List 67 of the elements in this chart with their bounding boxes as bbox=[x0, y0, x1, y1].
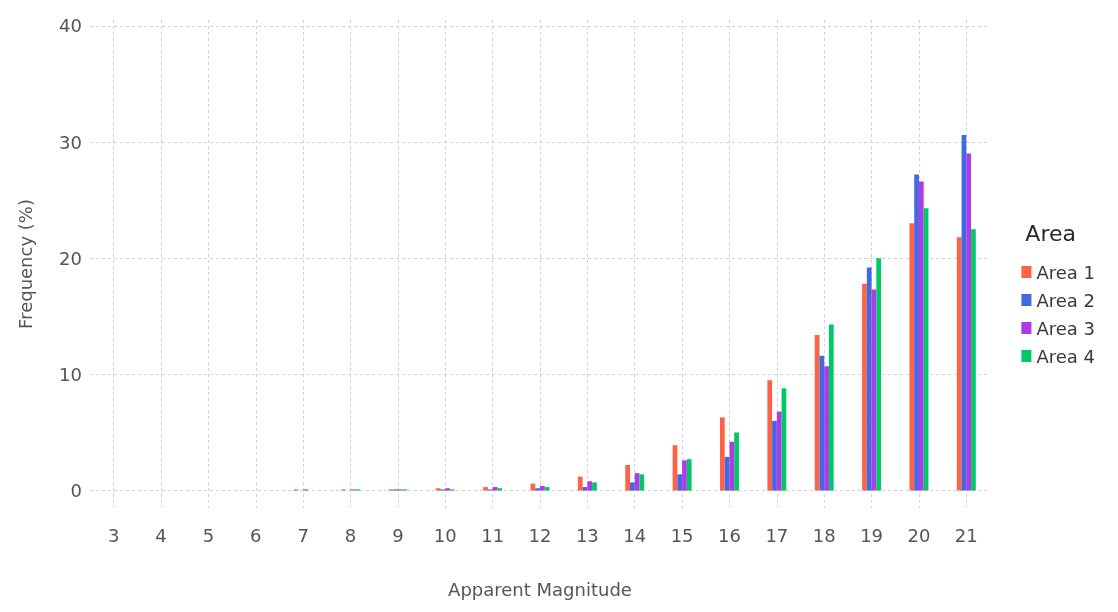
bar bbox=[582, 487, 588, 491]
bar bbox=[767, 380, 773, 491]
bar bbox=[587, 481, 593, 491]
legend-label: Area 1 bbox=[1036, 261, 1096, 283]
bar bbox=[824, 366, 829, 491]
x-tick-label: 3 bbox=[107, 524, 120, 546]
x-tick-label: 12 bbox=[528, 524, 552, 546]
bar bbox=[492, 487, 498, 491]
x-tick-label: 13 bbox=[575, 524, 599, 546]
bar bbox=[435, 488, 441, 491]
x-tick-label: 15 bbox=[670, 524, 694, 546]
bar bbox=[592, 482, 597, 491]
x-tick-label: 20 bbox=[907, 524, 931, 546]
x-tick-label: 8 bbox=[344, 524, 357, 546]
legend-label: Area 4 bbox=[1036, 345, 1096, 367]
bar bbox=[914, 174, 919, 491]
x-tick-label: 16 bbox=[718, 524, 741, 546]
bar bbox=[630, 482, 635, 491]
x-tick-label: 6 bbox=[250, 524, 262, 546]
x-tick-label: 17 bbox=[765, 524, 789, 546]
bar bbox=[866, 267, 872, 491]
bar bbox=[483, 487, 488, 491]
bar bbox=[729, 441, 735, 491]
bar bbox=[445, 488, 450, 491]
bar bbox=[686, 459, 692, 491]
x-tick-label: 14 bbox=[623, 524, 647, 546]
bar bbox=[734, 432, 739, 491]
x-axis-title: Apparent Magnitude bbox=[448, 578, 632, 600]
bar bbox=[540, 485, 545, 491]
bar bbox=[625, 465, 630, 491]
bar bbox=[544, 487, 550, 491]
y-tick-label: 10 bbox=[59, 363, 82, 385]
bar bbox=[497, 488, 503, 491]
legend-title: Area bbox=[1025, 220, 1077, 246]
bar bbox=[639, 474, 645, 491]
x-tick-label: 19 bbox=[860, 524, 884, 546]
bar bbox=[828, 324, 834, 491]
x-tick-label: 18 bbox=[812, 524, 836, 546]
legend-label: Area 2 bbox=[1036, 289, 1096, 311]
y-axis-title: Frequency (%) bbox=[14, 199, 36, 329]
bar bbox=[966, 153, 972, 491]
bar bbox=[956, 237, 962, 491]
x-tick-label: 10 bbox=[433, 524, 457, 546]
bar bbox=[577, 476, 583, 491]
y-tick-label: 40 bbox=[59, 15, 82, 37]
bar bbox=[819, 355, 825, 491]
bar bbox=[862, 283, 867, 491]
legend-label: Area 3 bbox=[1036, 317, 1096, 339]
bar bbox=[876, 258, 882, 491]
bar bbox=[971, 229, 976, 491]
x-tick-label: 11 bbox=[481, 524, 505, 546]
bar bbox=[720, 417, 725, 491]
x-tick-label: 7 bbox=[297, 524, 309, 546]
bar bbox=[776, 411, 782, 491]
bar bbox=[909, 223, 915, 491]
bar bbox=[918, 181, 924, 491]
bar bbox=[677, 474, 683, 491]
y-tick-label: 30 bbox=[59, 131, 82, 153]
x-tick-label: 9 bbox=[392, 524, 404, 546]
y-tick-label: 0 bbox=[70, 480, 82, 502]
x-tick-label: 21 bbox=[954, 524, 978, 546]
bar bbox=[682, 460, 687, 491]
y-tick-label: 20 bbox=[59, 247, 82, 269]
x-tick-label: 5 bbox=[202, 524, 215, 546]
bar bbox=[535, 488, 540, 491]
bar bbox=[772, 420, 777, 491]
x-tick-label: 4 bbox=[155, 524, 167, 546]
